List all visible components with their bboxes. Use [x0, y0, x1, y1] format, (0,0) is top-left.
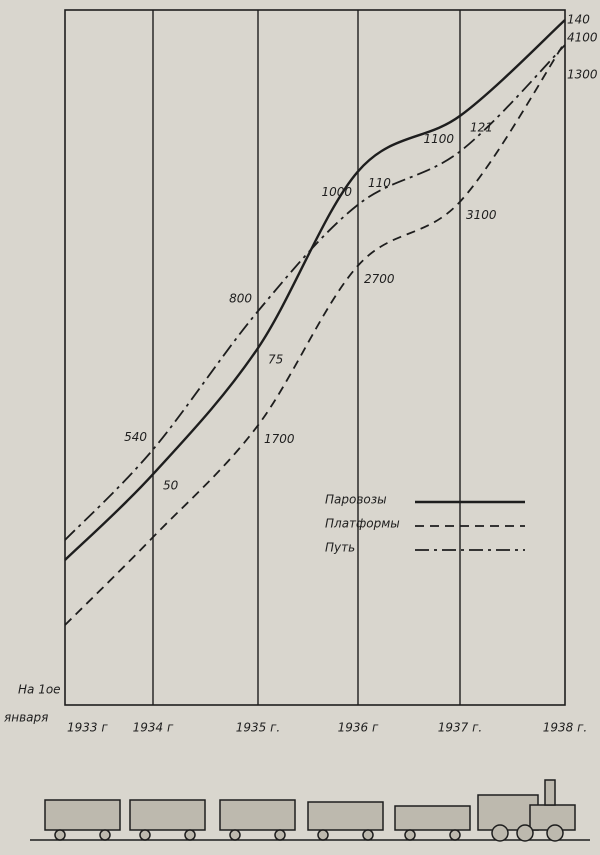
train-illustration	[30, 780, 590, 841]
legend-label: Платформы	[325, 517, 400, 531]
x-tick-label: 1936 г	[338, 721, 379, 735]
x-axis-label: января	[4, 711, 48, 725]
data-label: 2700	[364, 272, 395, 286]
x-tick-label: 1937 г.	[438, 721, 482, 735]
data-label: 110	[368, 176, 391, 190]
series-line	[65, 20, 565, 560]
data-label: 50	[163, 479, 179, 493]
data-label: 121	[470, 120, 493, 134]
data-label: 3100	[466, 208, 497, 222]
data-label: 1300	[567, 68, 598, 82]
x-tick-label: 1938 г.	[543, 721, 587, 735]
x-tick-label: 1933 г	[67, 721, 108, 735]
data-label: 1000	[321, 185, 352, 199]
data-label: 540	[124, 430, 147, 444]
data-label: 4100	[567, 31, 598, 45]
data-label: 75	[268, 353, 283, 367]
data-label: 1100	[423, 132, 454, 146]
x-axis-label: На 1ое	[18, 683, 61, 697]
data-label: 140	[567, 13, 590, 27]
data-label: 1700	[264, 432, 295, 446]
legend-label: Паровозы	[325, 493, 387, 507]
plot-frame	[65, 10, 565, 705]
x-tick-label: 1934 г	[133, 721, 174, 735]
x-tick-label: 1935 г.	[236, 721, 280, 735]
legend-label: Путь	[325, 541, 355, 555]
data-label: 800	[229, 292, 252, 306]
series-line	[65, 45, 565, 540]
chart: На 1ое января 1933 г 1934 г 1935 г. 1936 г 1…	[0, 0, 600, 855]
